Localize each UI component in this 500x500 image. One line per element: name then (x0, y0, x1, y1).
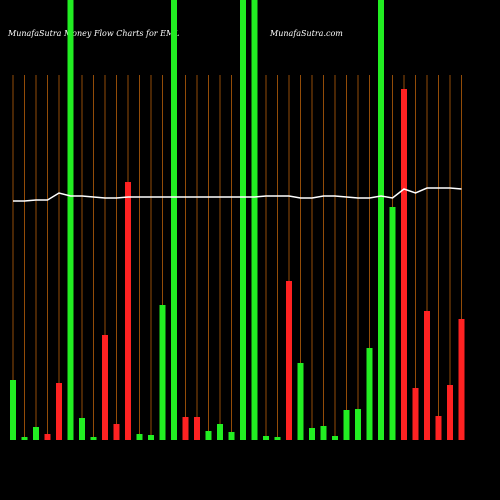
bar (412, 388, 419, 440)
bar (343, 410, 350, 440)
bar (148, 435, 154, 440)
bar (240, 0, 246, 440)
bar (194, 417, 200, 440)
bar (309, 428, 315, 440)
chart-subtitle: MunafaSutra.com (269, 29, 343, 38)
bar (205, 431, 212, 440)
bar (102, 335, 108, 440)
bar (320, 426, 327, 440)
bar (378, 0, 384, 440)
bar (366, 348, 373, 440)
bar (125, 182, 131, 440)
bar (263, 436, 269, 440)
bar (332, 436, 338, 440)
bar (113, 424, 120, 440)
bar (10, 380, 16, 440)
bar (67, 0, 74, 440)
bar (21, 437, 28, 440)
bar (355, 409, 361, 440)
flow-line (13, 187, 462, 202)
bar (79, 418, 85, 440)
bar (33, 427, 39, 440)
bar (458, 319, 465, 440)
bar (159, 305, 166, 440)
bar (251, 0, 258, 440)
bar (286, 281, 292, 440)
bar (274, 437, 281, 440)
bar (56, 383, 62, 440)
bar (136, 434, 143, 440)
bar (171, 0, 177, 440)
bar (228, 432, 235, 440)
bar (389, 207, 396, 440)
bar (435, 416, 442, 440)
bar (182, 417, 189, 440)
bar (447, 385, 453, 440)
bar (297, 363, 304, 440)
bar (90, 437, 97, 440)
bar (217, 424, 223, 440)
chart-title: MunafaSutra Money Flow Charts for EML (7, 29, 179, 38)
bar (424, 311, 430, 440)
bar (401, 89, 407, 440)
bar (44, 434, 51, 440)
